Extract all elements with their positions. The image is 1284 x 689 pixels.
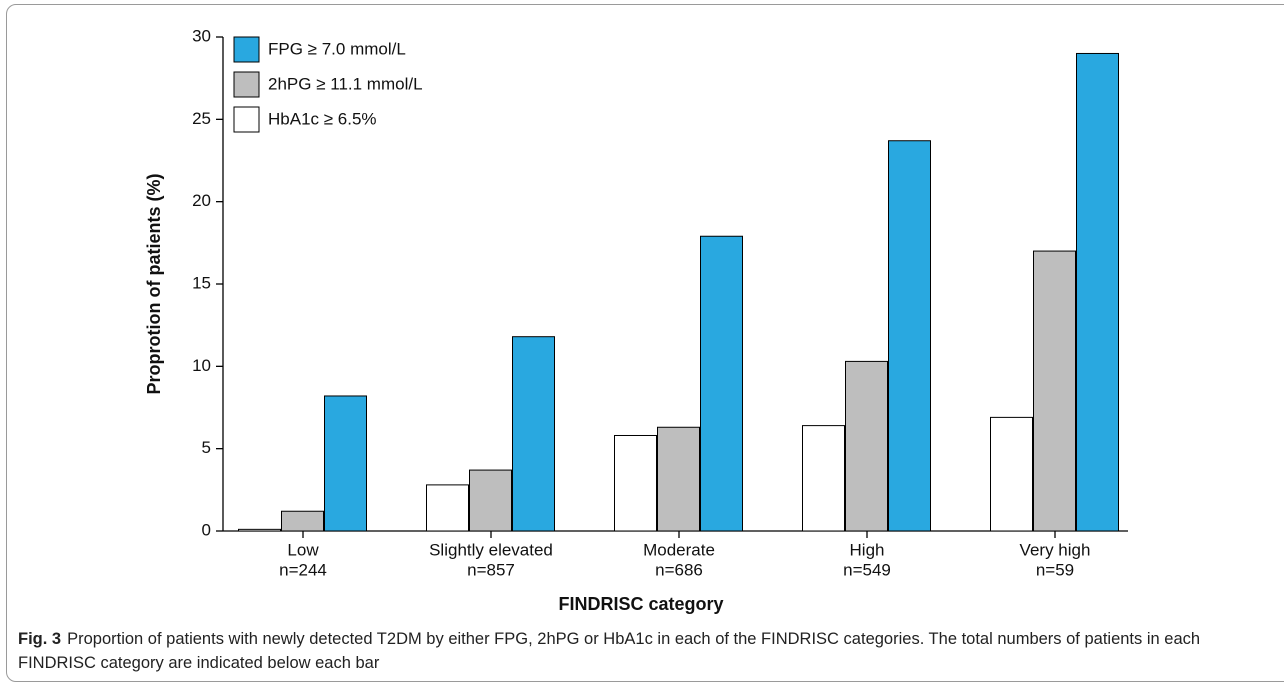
bar (281, 510, 324, 532)
bar (1076, 52, 1119, 532)
x-tick-label: High (850, 540, 885, 559)
legend-label: FPG ≥ 7.0 mmol/L (268, 39, 406, 58)
caption-text: Proportion of patients with newly detect… (18, 630, 1201, 672)
legend-swatch (233, 106, 260, 133)
bar (238, 528, 281, 532)
x-tick-label: Moderate (643, 540, 715, 559)
bar (657, 426, 700, 532)
x-axis-title: FINDRISC category (558, 594, 723, 614)
y-tick-label: 30 (192, 26, 211, 45)
bar (1033, 250, 1076, 532)
y-tick-label: 0 (202, 520, 211, 539)
y-tick-label: 10 (192, 356, 211, 375)
bar (990, 416, 1033, 532)
bar (469, 469, 512, 532)
bar (888, 140, 931, 532)
caption-label: Fig. 3 (18, 630, 62, 648)
y-tick-label: 15 (192, 273, 211, 292)
bar (700, 235, 743, 532)
x-count-label: n=686 (655, 560, 703, 579)
x-tick-label: Slightly elevated (429, 540, 553, 559)
x-tick-label: Low (287, 540, 319, 559)
y-tick-label: 25 (192, 109, 211, 128)
legend-label: 2hPG ≥ 11.1 mmol/L (268, 74, 423, 93)
chart: FINDRISC category Proprotion of patients… (144, 26, 1128, 614)
x-count-label: n=59 (1036, 560, 1074, 579)
x-count-label: n=857 (467, 560, 515, 579)
y-axis-title: Proprotion of patients (%) (144, 174, 164, 395)
legend-label: HbA1c ≥ 6.5% (268, 109, 377, 128)
x-count-label: n=244 (279, 560, 327, 579)
bar (802, 425, 845, 532)
x-tick-label: Very high (1020, 540, 1091, 559)
y-tick-label: 5 (202, 438, 211, 457)
y-tick-label: 20 (192, 191, 211, 210)
x-count-label: n=549 (843, 560, 891, 579)
bar (512, 336, 555, 532)
bar (426, 484, 469, 532)
legend-swatch (233, 36, 260, 63)
figure-frame (6, 4, 1284, 682)
caption: Fig. 3 Proportion of patients with newly … (18, 627, 1258, 675)
legend-swatch (233, 71, 260, 98)
bar (614, 434, 657, 532)
bar (845, 360, 888, 532)
bar (324, 395, 367, 532)
